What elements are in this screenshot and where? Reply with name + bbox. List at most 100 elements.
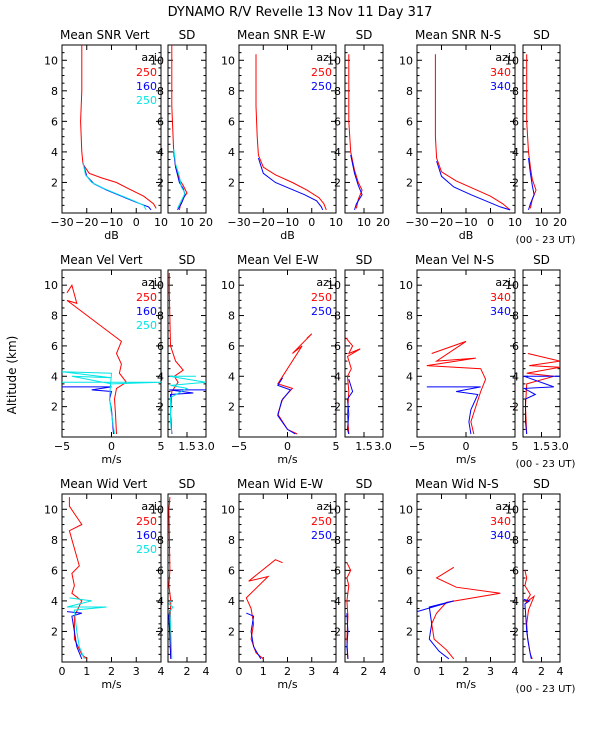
series-line-cyan	[62, 371, 161, 435]
time-note: (00 - 23 UT)	[516, 684, 576, 695]
x-tick-label: 0	[133, 216, 140, 229]
y-tick-label: 6	[51, 115, 58, 128]
panel-frame	[167, 269, 207, 438]
y-tick-label: 8	[512, 534, 519, 547]
x-tick-label: 0	[463, 440, 470, 453]
panel-title: SD	[356, 477, 373, 491]
series-line-blue	[62, 386, 114, 435]
panel-title: SD	[533, 477, 550, 491]
x-tick-label: 1.5	[178, 440, 196, 453]
x-tick-label: 10	[508, 216, 522, 229]
panel-snr-ew-sd: SD 2 4 6 8 10 10 20	[327, 28, 390, 229]
y-tick-label: 10	[150, 54, 164, 67]
x-tick-label: 3	[133, 665, 140, 678]
y-tick-label: 4	[334, 370, 341, 383]
legend-header: azi	[495, 500, 511, 513]
series-line-red	[68, 497, 88, 660]
legend-entry-red: 340	[490, 66, 511, 79]
y-tick-label: 8	[51, 85, 58, 98]
series-line-red	[348, 54, 363, 209]
x-tick-label: 1	[438, 665, 445, 678]
panel-title: Mean SNR Vert	[60, 28, 150, 42]
y-tick-label: 6	[406, 340, 413, 353]
y-tick-label: 10	[327, 279, 341, 292]
y-tick-label: 6	[228, 564, 235, 577]
y-tick-label: 6	[51, 564, 58, 577]
y-tick-label: 4	[157, 146, 164, 159]
panel-title: SD	[179, 253, 196, 267]
series-line-blue	[168, 610, 172, 659]
time-note: (00 - 23 UT)	[516, 235, 576, 246]
panel-title: SD	[356, 28, 373, 42]
y-tick-label: 2	[334, 176, 341, 189]
x-tick-label: −20	[252, 216, 275, 229]
legend-entry-cyan: 250	[136, 94, 157, 107]
legend-header: azi	[495, 276, 511, 289]
panel-frame	[344, 44, 384, 214]
y-tick-label: 2	[334, 625, 341, 638]
legend-header: azi	[316, 500, 332, 513]
legend-entry-blue: 340	[490, 305, 511, 318]
series-line-blue	[346, 613, 349, 659]
y-tick-label: 10	[44, 503, 58, 516]
panel-frame	[167, 493, 207, 663]
x-axis-label: m/s	[101, 678, 121, 691]
y-tick-label: 8	[51, 534, 58, 547]
y-tick-label: 2	[406, 176, 413, 189]
x-tick-label: 3	[487, 665, 494, 678]
legend-entry-blue: 340	[490, 529, 511, 542]
x-tick-label: −30	[227, 216, 250, 229]
series-line-red	[431, 566, 501, 660]
panel-frame	[522, 493, 561, 663]
y-axis-label: Altitude (km)	[5, 336, 19, 415]
y-tick-label: 4	[334, 146, 341, 159]
x-axis-label: m/s	[101, 453, 121, 466]
y-tick-label: 10	[505, 503, 519, 516]
series-line-red	[255, 54, 327, 211]
y-tick-label: 10	[327, 54, 341, 67]
x-axis-label: dB	[280, 229, 295, 242]
x-tick-label: −20	[430, 216, 453, 229]
panel-snr-ns-sd: SD 2 4 6 8 10 10 20 (00 - 23 UT)	[505, 28, 576, 246]
x-tick-label: 0	[308, 216, 315, 229]
panel-title: SD	[533, 253, 550, 267]
legend-entry-blue: 160	[136, 80, 157, 93]
series-line-red	[168, 273, 184, 435]
series-line-blue	[66, 611, 83, 660]
x-tick-label: 3	[308, 665, 315, 678]
x-tick-label: −20	[75, 216, 98, 229]
panel-title: Mean Wid N-S	[415, 477, 499, 491]
y-tick-label: 8	[157, 85, 164, 98]
y-tick-label: 10	[150, 279, 164, 292]
y-tick-label: 10	[44, 54, 58, 67]
y-tick-label: 2	[228, 401, 235, 414]
series-line-red	[171, 45, 188, 211]
x-axis-label: dB	[459, 229, 474, 242]
y-tick-label: 4	[157, 595, 164, 608]
legend-entry-blue: 160	[136, 529, 157, 542]
figure-title: DYNAMO R/V Revelle 13 Nov 11 Day 317	[168, 5, 433, 20]
y-tick-label: 2	[51, 625, 58, 638]
series-line-cyan	[173, 148, 186, 209]
y-tick-label: 2	[512, 176, 519, 189]
y-tick-label: 2	[157, 176, 164, 189]
legend-header: azi	[141, 51, 157, 64]
panel-vel-ns-sd: SD 2 4 6 8 10 1.5 3.0 (00 - 23 UT)	[505, 253, 576, 470]
y-tick-label: 2	[512, 401, 519, 414]
x-tick-label: 2	[538, 665, 545, 678]
x-tick-label: 20	[553, 216, 567, 229]
y-tick-label: 6	[334, 115, 341, 128]
x-tick-label: −30	[405, 216, 428, 229]
y-tick-label: 8	[406, 310, 413, 323]
x-tick-label: −10	[100, 216, 123, 229]
x-tick-label: 0	[108, 440, 115, 453]
y-tick-label: 2	[157, 625, 164, 638]
x-tick-label: 3.0	[197, 440, 215, 453]
x-tick-label: 2	[184, 665, 191, 678]
x-tick-label: −5	[231, 440, 247, 453]
series-line-red	[346, 562, 352, 659]
